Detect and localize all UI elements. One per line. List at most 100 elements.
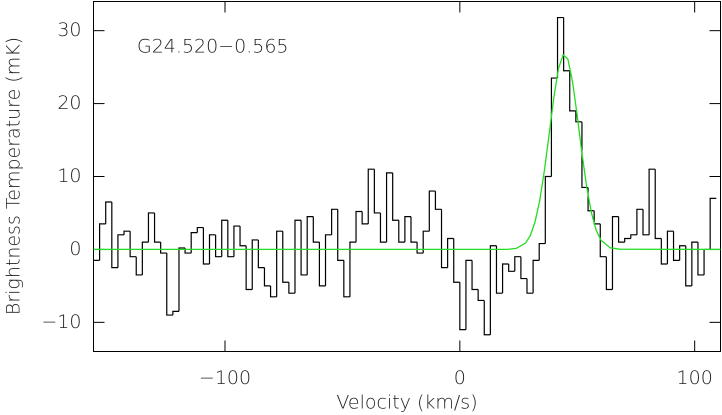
- spectrum-channel: [569, 70, 576, 112]
- spectrum-channel: [617, 216, 625, 243]
- spectrum-channel: [215, 234, 222, 258]
- spectrum-channel: [373, 169, 381, 214]
- spectrum-channel: [99, 223, 106, 261]
- spectrum-channel: [294, 219, 302, 294]
- spectrum-channel: [642, 209, 650, 236]
- spectrum-channel: [447, 237, 454, 268]
- spectrum-channel: [349, 241, 357, 297]
- spectrum-channel: [111, 202, 118, 269]
- spectrum-channel: [141, 241, 149, 275]
- spectrum-channel: [117, 234, 125, 268]
- y-tick-label: 20: [57, 92, 81, 114]
- spectrum-channel: [495, 245, 503, 294]
- spectrum-channel: [691, 241, 698, 286]
- y-tick-label: −10: [41, 311, 81, 333]
- spectrum-channel: [282, 231, 289, 283]
- spectrum-channel: [288, 282, 295, 294]
- spectrum-channel: [208, 234, 216, 264]
- spectrum-channel: [398, 220, 405, 243]
- spectrum-channel: [532, 259, 540, 294]
- spectrum-channel: [306, 216, 314, 275]
- spectrum-channel: [410, 216, 418, 243]
- spectrum-channel: [190, 232, 198, 254]
- spectrum-channel: [404, 216, 411, 243]
- spectrum-channel: [233, 225, 241, 257]
- spectrum-channel: [105, 201, 112, 224]
- spectrum-channel: [660, 238, 668, 265]
- spectrum-channel: [489, 245, 497, 335]
- spectrum-channel: [508, 264, 515, 272]
- x-tick-label: −100: [199, 367, 251, 389]
- spectrum-channel: [593, 210, 601, 225]
- spectrum-channel: [630, 234, 637, 239]
- spectrum-channel: [501, 263, 509, 294]
- spectrum-channel: [123, 230, 131, 235]
- spectrum-channel: [453, 238, 460, 283]
- spectrum-channel: [459, 282, 466, 331]
- spectrum-channel: [276, 230, 283, 297]
- spectrum-channel: [422, 230, 430, 254]
- spectrum-channel: [257, 239, 265, 269]
- spectrum-channel: [221, 219, 228, 257]
- spectrum-channel: [605, 256, 613, 291]
- spectrum-channel: [178, 247, 186, 312]
- spectrum-channel: [312, 216, 320, 243]
- spectrum-channel: [465, 259, 473, 330]
- spectrum-channel: [477, 289, 485, 302]
- y-tick-label: 0: [69, 238, 81, 260]
- spectrum-channel: [648, 168, 656, 235]
- spectrum-channel: [355, 210, 363, 243]
- fit-line: [93, 53, 721, 251]
- spectrum-channel: [709, 197, 717, 250]
- spectrum-channel: [697, 242, 705, 276]
- spectrum-channel: [385, 172, 393, 243]
- spectrum-channel: [575, 110, 582, 123]
- spectrum-channel: [520, 256, 527, 280]
- spectrum-channel: [685, 245, 692, 287]
- x-tick-label: 0: [454, 367, 466, 389]
- spectrum-channel: [440, 209, 448, 269]
- spectrum-channel: [556, 16, 564, 79]
- x-tick-label: 100: [677, 367, 713, 389]
- spectrum-channel: [563, 17, 570, 72]
- spectrum-channel: [129, 231, 137, 258]
- spectrum-channel: [184, 247, 192, 254]
- spectrum-channel: [679, 245, 686, 261]
- spectrum-channel: [471, 260, 479, 291]
- spectrum-channel: [361, 211, 369, 225]
- spectrum-channel: [703, 248, 711, 275]
- spectrum-channel: [514, 256, 521, 272]
- y-tick-label: 10: [57, 165, 81, 187]
- spectrum-channel: [343, 260, 350, 298]
- spectrum-channel: [263, 267, 271, 287]
- spectrum-channel: [337, 209, 344, 261]
- spectrum-channel: [428, 190, 436, 232]
- spectrum-channel: [147, 212, 155, 243]
- spectrum-channel: [251, 239, 259, 290]
- spectrum-channel: [324, 234, 332, 286]
- x-axis-label: Velocity (km/s): [336, 392, 477, 414]
- spectrum-channel: [160, 242, 167, 254]
- spectrum-channel: [636, 208, 644, 235]
- spectrum-channel: [367, 168, 375, 224]
- spectrum-channel: [666, 230, 674, 264]
- spectrum-channel: [166, 253, 173, 316]
- spectrum-channel: [581, 121, 589, 189]
- spectrum-channel: [300, 220, 308, 276]
- spectrum-channel: [153, 212, 161, 243]
- spectrum-channel: [544, 175, 552, 244]
- spectrum-channel: [202, 227, 210, 265]
- spectrum-channel: [624, 237, 631, 243]
- spectrum-channel: [526, 278, 534, 294]
- spectrum-channel: [434, 191, 442, 210]
- spectrum-channel: [172, 310, 179, 316]
- spectrum-channel: [196, 226, 204, 233]
- spectrum-channel: [538, 242, 546, 261]
- y-axis-label: Brightness Temperature (mK): [3, 37, 25, 315]
- annotation: G24.520−0.565: [137, 36, 289, 58]
- spectrum-channel: [379, 212, 387, 243]
- spectrum-channel: [483, 300, 491, 336]
- spectrum-channel: [135, 256, 143, 276]
- spectrum-channel: [672, 231, 680, 261]
